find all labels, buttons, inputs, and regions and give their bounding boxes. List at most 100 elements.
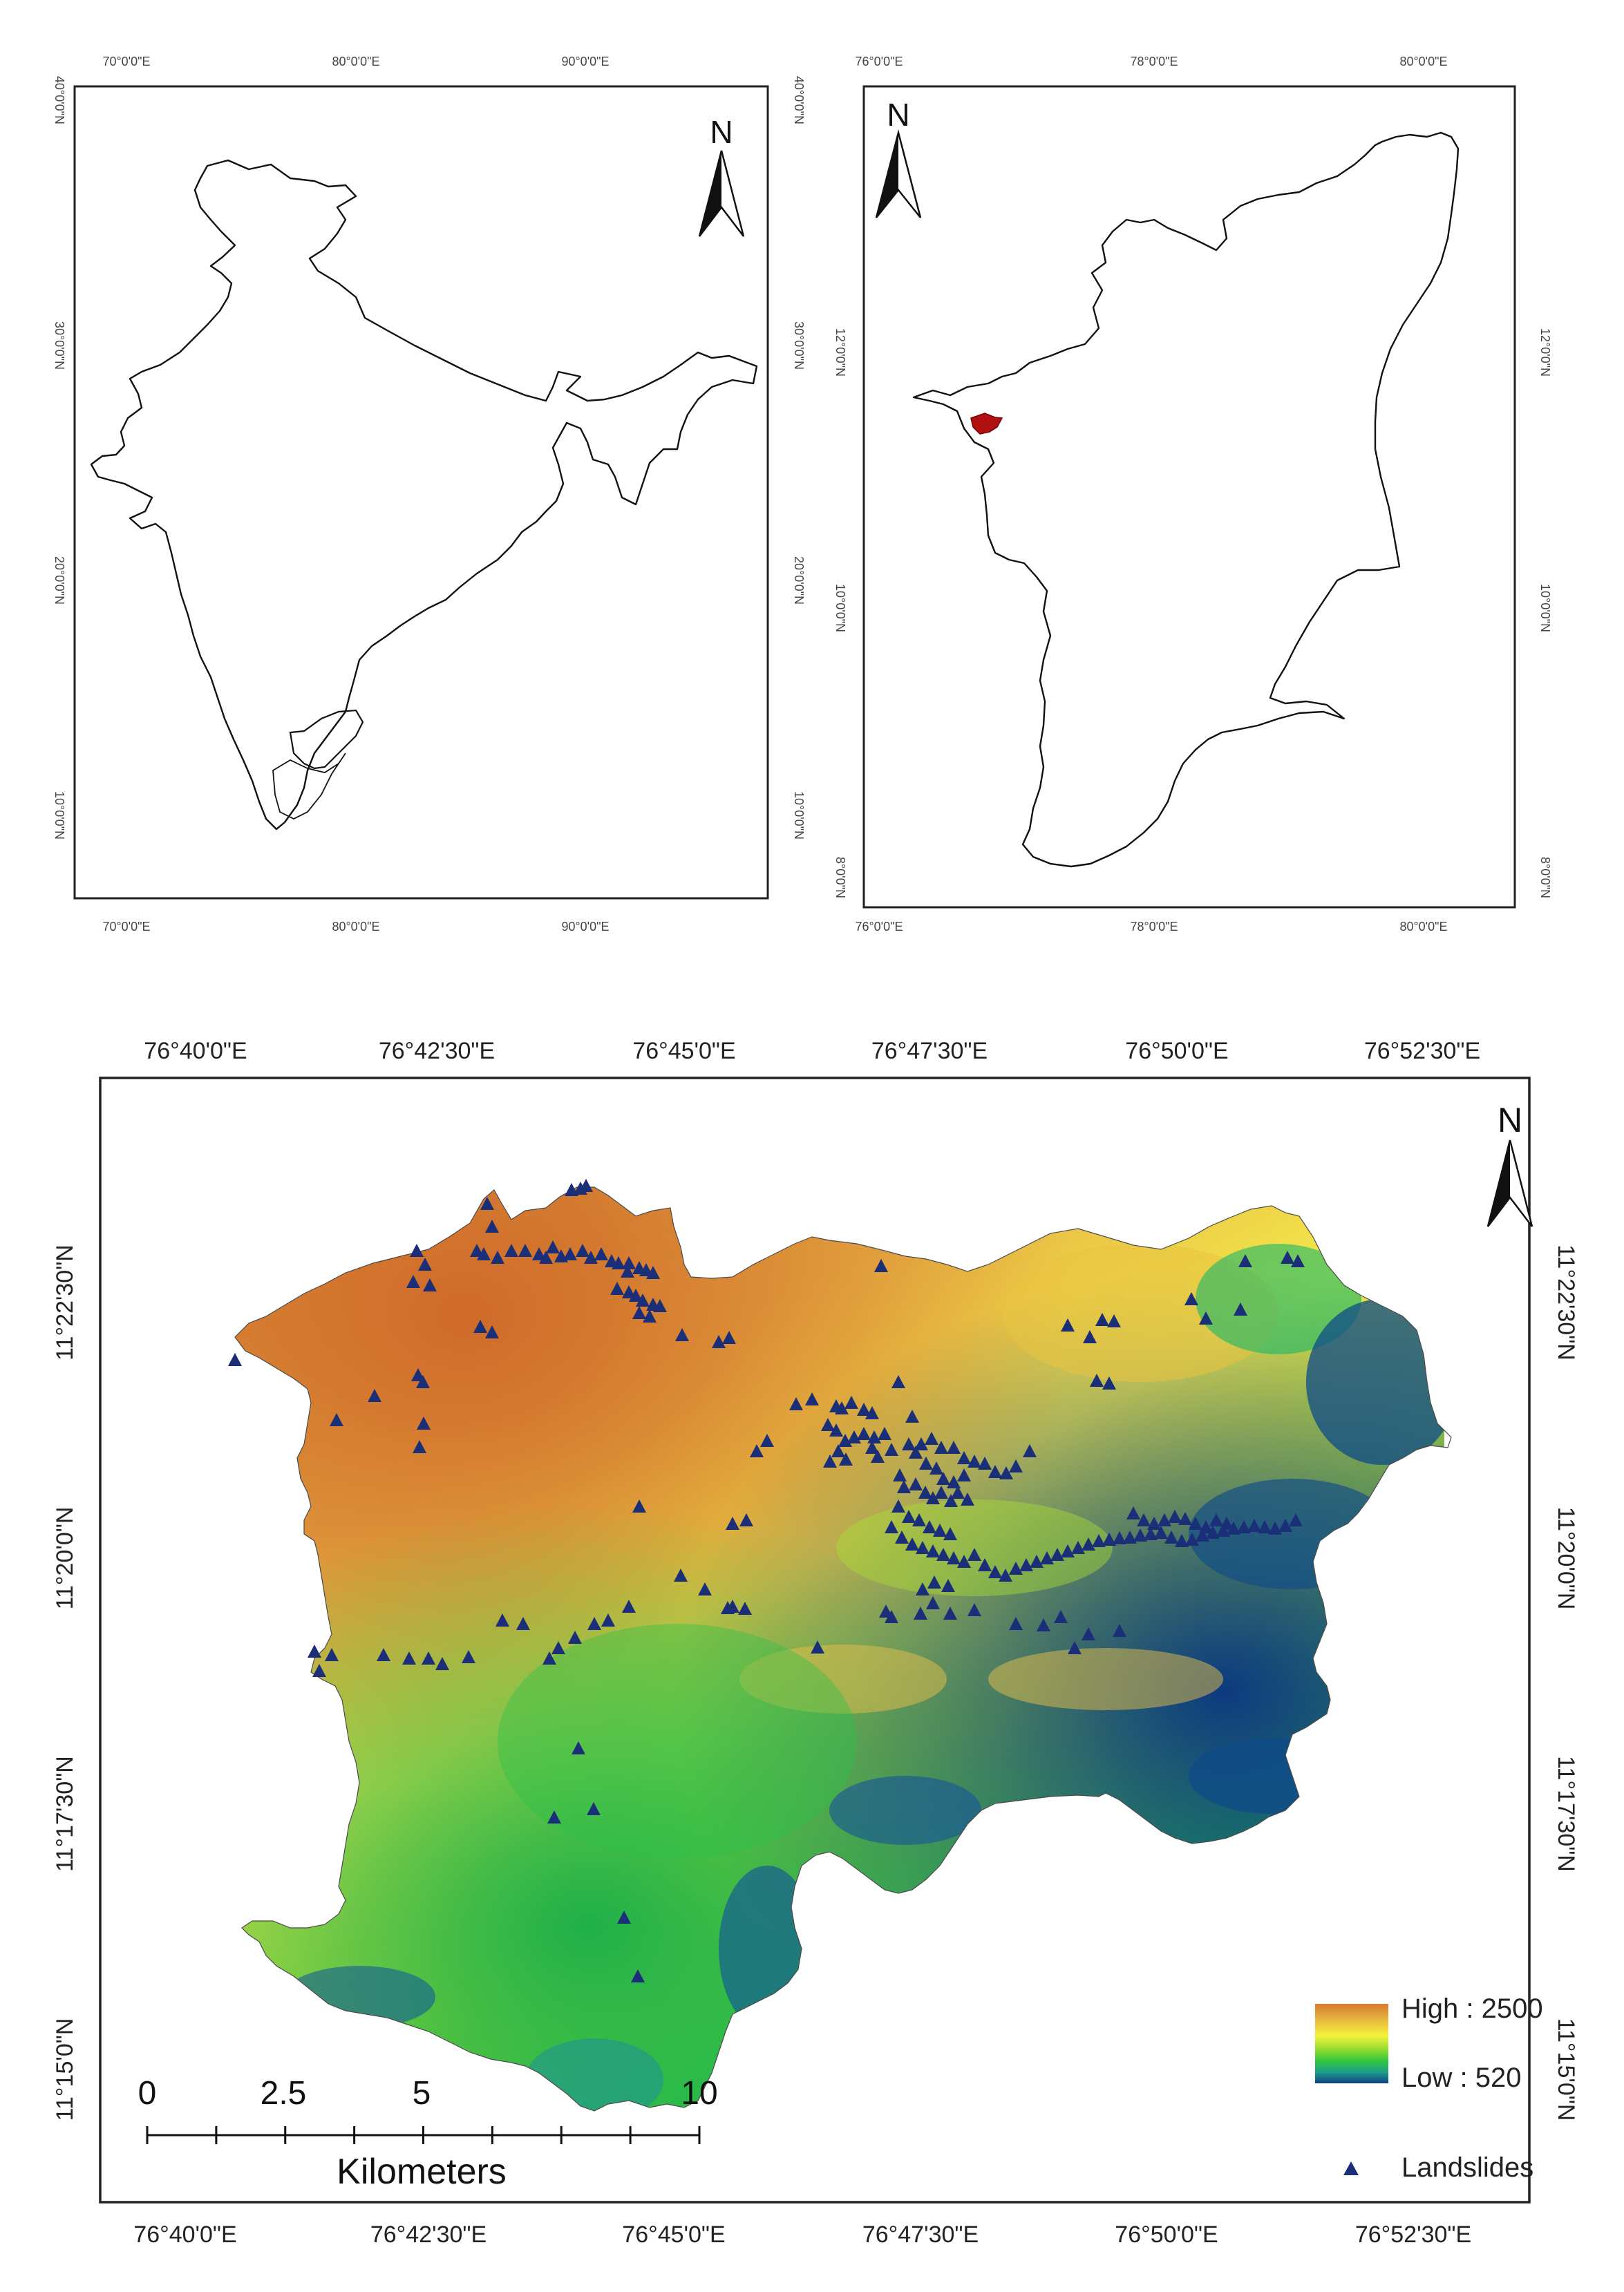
landslide-marker	[1185, 1533, 1199, 1546]
landslide-marker	[632, 1306, 646, 1319]
tamilnadu-bottom-tick: 80°0'0"E	[1399, 920, 1447, 934]
landslide-marker	[712, 1335, 726, 1348]
landslide-marker	[1147, 1517, 1161, 1530]
landslide-marker	[902, 1510, 916, 1523]
landslide-marker	[909, 1477, 923, 1490]
study-area-top-tick: 76°45'0"E	[632, 1038, 735, 1064]
landslide-marker	[1209, 1513, 1223, 1526]
landslide-marker	[885, 1520, 898, 1533]
india-top-tick: 70°0'0"E	[102, 55, 150, 68]
landslide-marker	[926, 1491, 940, 1504]
landslide-marker	[874, 1259, 888, 1272]
study-area-top-tick: 76°42'30"E	[379, 1038, 495, 1064]
landslide-marker	[847, 1430, 861, 1443]
landslide-marker	[871, 1450, 885, 1463]
landslide-markers	[228, 1179, 1305, 1982]
study-area-left-ticks: 11°22'30"N 11°20'0"N 11°17'30"N 11°15'0"…	[52, 1244, 78, 2121]
landslide-marker	[368, 1389, 381, 1402]
landslide-marker	[750, 1444, 764, 1457]
landslide-marker	[957, 1468, 971, 1481]
landslide-marker	[1247, 1519, 1261, 1532]
landslide-marker	[1258, 1520, 1272, 1533]
landslide-marker	[539, 1251, 553, 1264]
landslide-marker	[646, 1266, 660, 1279]
landslide-marker	[1133, 1528, 1147, 1542]
north-arrow-study-area: N	[1486, 1101, 1533, 1227]
landslide-marker	[919, 1457, 933, 1470]
landslide-marker	[891, 1375, 905, 1388]
study-area-bottom-ticks: 76°40'0"E 76°42'30"E 76°45'0"E 76°47'30"…	[133, 2222, 1471, 2248]
landslide-marker	[839, 1452, 853, 1466]
landslide-marker	[1090, 1374, 1104, 1387]
landslide-marker	[1206, 1526, 1220, 1539]
landslide-marker	[568, 1631, 582, 1644]
landslide-marker	[951, 1486, 965, 1499]
study-area-bottom-tick: 76°40'0"E	[133, 2222, 236, 2248]
north-arrow-tamilnadu: N	[875, 97, 922, 218]
landslide-marker	[722, 1331, 736, 1344]
india-right-tick: 40°0'0"N	[792, 76, 806, 124]
landslide-marker	[1158, 1513, 1171, 1526]
landslide-marker	[1168, 1510, 1182, 1523]
landslide-marker	[739, 1513, 753, 1526]
landslide-marker	[1107, 1314, 1121, 1327]
tamilnadu-top-tick: 78°0'0"E	[1130, 55, 1178, 68]
landslide-marker	[891, 1499, 905, 1513]
landslide-marker	[1189, 1517, 1202, 1530]
landslide-marker	[1196, 1528, 1209, 1542]
landslide-marker	[823, 1455, 837, 1468]
india-bottom-tick: 90°0'0"E	[561, 920, 609, 934]
landslide-marker	[929, 1461, 943, 1475]
landslide-marker	[636, 1294, 650, 1307]
landslide-marker	[878, 1427, 891, 1440]
landslide-marker	[1009, 1562, 1023, 1575]
india-map-panel: 70°0'0"E 80°0'0"E 90°0'0"E 70°0'0"E 80°0…	[53, 55, 806, 934]
landslide-marker	[228, 1353, 242, 1366]
landslide-marker	[1113, 1624, 1126, 1637]
landslide-marker	[988, 1465, 1002, 1478]
india-right-ticks: 40°0'0"N 30°0'0"N 20°0'0"N 10°0'0"N	[792, 76, 806, 840]
landslide-marker	[1095, 1313, 1109, 1326]
landslide-marker	[835, 1401, 849, 1414]
tamilnadu-left-ticks: 12°0'0"N 10°0'0"N 8°0'0"N	[833, 328, 847, 898]
landslide-marker	[416, 1375, 430, 1388]
landslide-marker	[897, 1480, 911, 1493]
landslide-marker	[491, 1251, 504, 1264]
india-top-tick: 80°0'0"E	[332, 55, 379, 68]
scale-bar-label: 2.5	[261, 2075, 307, 2112]
landslide-marker	[943, 1527, 957, 1540]
landslide-marker	[621, 1265, 634, 1278]
landslide-marker	[909, 1446, 923, 1459]
landslide-marker	[923, 1520, 936, 1533]
landslide-marker	[947, 1551, 961, 1564]
landslide-marker	[925, 1432, 938, 1445]
landslide-marker	[1050, 1548, 1064, 1561]
landslide-marker	[961, 1493, 974, 1506]
study-area-left-tick: 11°17'30"N	[52, 1756, 78, 1872]
landslide-marker	[1238, 1254, 1252, 1267]
tamilnadu-bottom-tick: 78°0'0"E	[1130, 920, 1178, 934]
tamilnadu-bottom-ticks: 76°0'0"E 78°0'0"E 80°0'0"E	[855, 920, 1447, 934]
landslide-marker	[1137, 1513, 1151, 1526]
landslide-marker	[622, 1600, 636, 1613]
landslide-marker	[632, 1499, 646, 1513]
landslide-marker	[934, 1486, 948, 1499]
landslide-marker	[422, 1651, 435, 1665]
legend-landslides-label: Landslides	[1401, 2152, 1533, 2183]
landslide-marker	[480, 1197, 494, 1210]
landslide-marker	[978, 1457, 992, 1470]
landslide-marker	[738, 1602, 752, 1615]
landslide-marker	[495, 1613, 509, 1627]
study-area-top-ticks: 76°40'0"E 76°42'30"E 76°45'0"E 76°47'30"…	[144, 1038, 1480, 1064]
tamilnadu-top-tick: 80°0'0"E	[1399, 55, 1447, 68]
tamilnadu-outline	[912, 131, 1460, 868]
landslide-marker	[1199, 1311, 1213, 1325]
landslide-marker	[936, 1548, 950, 1561]
landslide-marker	[572, 1741, 585, 1754]
india-left-ticks: 40°0'0"N 30°0'0"N 20°0'0"N 10°0'0"N	[53, 76, 66, 840]
landslide-marker	[1061, 1318, 1075, 1332]
india-bottom-tick: 70°0'0"E	[102, 920, 150, 934]
tamilnadu-top-ticks: 76°0'0"E 78°0'0"E 80°0'0"E	[855, 55, 1447, 68]
landslide-marker	[1234, 1303, 1247, 1316]
north-arrow-fill-icon	[876, 133, 898, 218]
